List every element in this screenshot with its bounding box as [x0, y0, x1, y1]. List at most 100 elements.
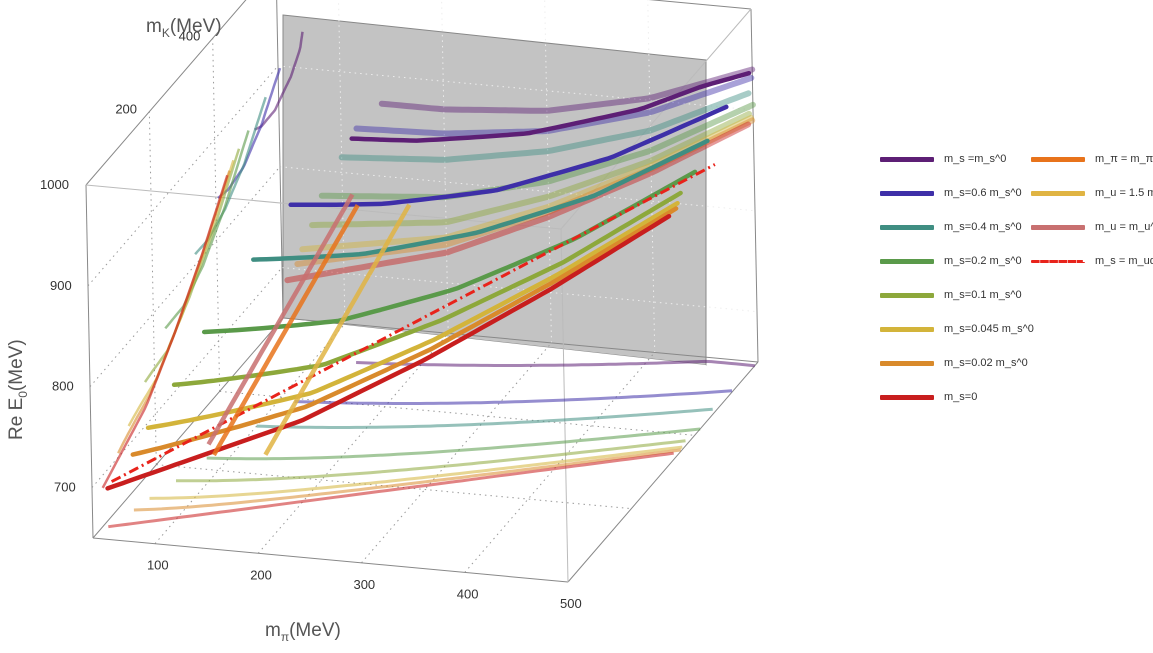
legend-label: m_s=0.02 m_s^0: [944, 357, 1028, 369]
floor-projection: [149, 445, 683, 500]
legend-item: m_s =m_s^0: [880, 150, 1006, 168]
floor-projection: [176, 439, 686, 483]
legend-item: m_s=0.1 m_s^0: [880, 286, 1022, 304]
legend-swatch: [880, 258, 934, 264]
box-edge: [567, 361, 759, 583]
side-gridline: [87, 65, 279, 287]
z-tick-label: 1000: [40, 177, 69, 192]
legend-label: m_s=0.2 m_s^0: [944, 255, 1022, 267]
legend-swatch: [880, 360, 934, 366]
y-tick-label: 200: [115, 102, 137, 117]
y-axis-title: mK(MeV): [146, 16, 222, 40]
legend-swatch: [1031, 259, 1085, 263]
box-edge: [85, 184, 94, 539]
z-tick-label: 700: [54, 480, 76, 495]
legend-swatch: [1031, 156, 1085, 162]
legend-item: m_s=0.6 m_s^0: [880, 184, 1022, 202]
box-edge: [92, 537, 569, 583]
series-line: [105, 213, 672, 491]
series-line: [349, 70, 752, 143]
back-gridline: [441, 0, 449, 334]
legend-item: m_s=0.4 m_s^0: [880, 218, 1022, 236]
legend: m_s =m_s^0 m_s=0.6 m_s^0 m_s=0.4 m_s^0 m_s=…: [880, 140, 1153, 440]
back-gridline: [544, 0, 552, 343]
aux-series-line: [263, 203, 412, 456]
legend-item: m_s=0.2 m_s^0: [880, 252, 1022, 270]
legend-swatch: [880, 292, 934, 298]
legend-swatch: [880, 326, 934, 332]
legend-label: m_s =m_s^0: [944, 153, 1007, 165]
z-tick-label: 800: [52, 379, 74, 394]
series-lines: [105, 70, 752, 491]
legend-item: m_π = m_π^0: [1031, 150, 1153, 168]
floor-projection: [356, 359, 755, 368]
legend-swatch: [1031, 224, 1085, 230]
series-line-ms-mud: [110, 163, 716, 483]
tick-labels: 1002003004005002004006007008009001000: [40, 28, 582, 611]
legend-item: m_s=0.02 m_s^0: [880, 354, 1028, 372]
series-line: [130, 206, 679, 457]
box-edge: [560, 8, 752, 230]
legend-label: m_s=0.6 m_s^0: [944, 187, 1022, 199]
series-line: [145, 200, 680, 431]
x-tick-label: 500: [560, 596, 582, 611]
series-line: [288, 104, 729, 208]
floor-grid: [154, 323, 695, 573]
legend-label: m_s=0.1 m_s^0: [944, 289, 1022, 301]
floor-projection: [206, 427, 701, 461]
legend-label: m_s=0.045 m_s^0: [944, 323, 1034, 335]
z-tick-label: 900: [50, 278, 72, 293]
z-axis-title: Re E0(MeV): [6, 339, 30, 440]
legend-label: m_u = m_u^0: [1095, 221, 1153, 233]
x-tick-label: 100: [147, 558, 169, 573]
back-projection: [338, 90, 752, 163]
legend-swatch: [1031, 190, 1085, 196]
back-grid: [277, 0, 758, 353]
back-projection: [284, 121, 752, 284]
box-edge: [648, 0, 752, 10]
legend-label: m_π = m_π^0: [1095, 153, 1153, 165]
side-projection: [164, 130, 250, 330]
back-gridline: [647, 0, 656, 353]
legend-item: m_s=0.045 m_s^0: [880, 320, 1034, 338]
floor-projection: [108, 451, 674, 529]
legend-swatch: [880, 190, 934, 196]
series-line: [171, 190, 683, 388]
side-gridline: [148, 111, 157, 465]
x-axis-title: mπ(MeV): [265, 620, 341, 644]
legend-swatch: [880, 156, 934, 162]
legend-label: m_u = 1.5 m_u^0: [1095, 187, 1153, 199]
side-gridline: [91, 267, 283, 488]
legend-item: m_s = m_ud: [1031, 252, 1153, 270]
legend-label: m_s=0: [944, 391, 978, 403]
legend-swatch: [880, 394, 934, 400]
y-tick-label: 400: [179, 28, 201, 43]
floor-projection: [294, 389, 733, 405]
legend-label: m_s = m_ud: [1095, 255, 1153, 267]
floor-gridline: [257, 332, 449, 554]
floor-gridline: [361, 342, 552, 564]
back-projection: [318, 101, 756, 201]
box-edge: [560, 228, 569, 583]
box-edge: [85, 0, 247, 186]
box-edge: [282, 317, 759, 363]
x-tick-label: 200: [250, 567, 272, 582]
aux-series-line: [206, 193, 355, 446]
side-projection: [101, 174, 229, 489]
floor-plane: [93, 318, 706, 582]
legend-swatch: [880, 224, 934, 230]
x-tick-label: 300: [353, 577, 375, 592]
floor-projection: [256, 407, 713, 429]
back-gridline: [338, 0, 346, 324]
legend-item: m_s=0: [880, 388, 977, 406]
legend-item: m_u = m_u^0: [1031, 218, 1153, 236]
legend-item: m_u = 1.5 m_u^0: [1031, 184, 1153, 202]
back-projection: [378, 66, 756, 114]
legend-label: m_s=0.4 m_s^0: [944, 221, 1022, 233]
side-gridline: [89, 166, 281, 388]
back-projection: [309, 110, 752, 229]
box-edge: [750, 8, 759, 363]
x-tick-label: 400: [457, 586, 479, 601]
floor-gridline: [154, 323, 346, 545]
